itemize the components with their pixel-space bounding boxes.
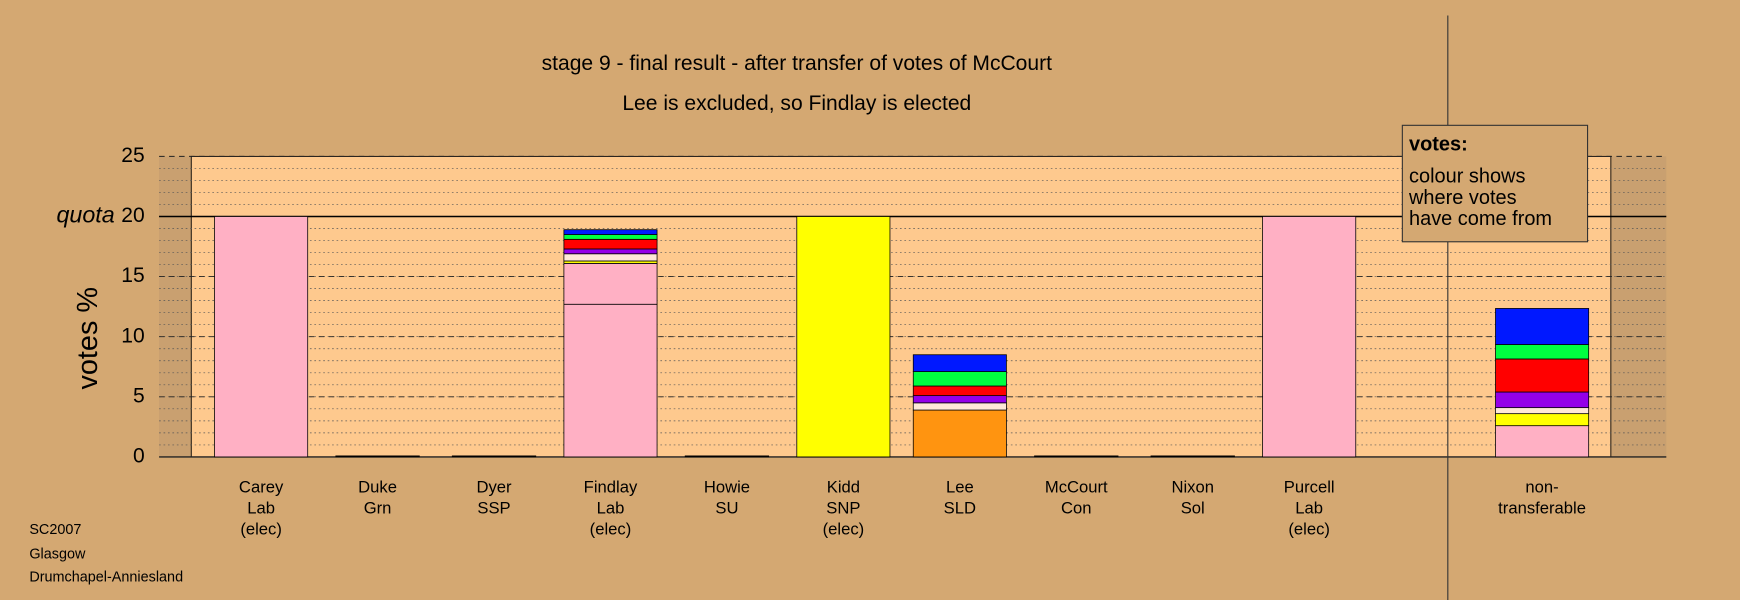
x-tick-label: Lab [597, 498, 625, 517]
bar-segment [563, 234, 658, 240]
legend-text: where votes [1408, 187, 1517, 209]
y-tick-label: 5 [133, 384, 145, 407]
chart-subtitle: Lee is excluded, so Findlay is elected [622, 92, 971, 115]
bar-segment [563, 238, 658, 250]
plot-area [190, 155, 1612, 458]
legend-text: have come from [1409, 208, 1552, 230]
x-tick-label: Kidd [827, 477, 860, 496]
legend-box [1401, 124, 1589, 243]
x-tick-label: Carey [239, 477, 284, 496]
bar-segment [1495, 358, 1590, 393]
y-tick-label: 25 [121, 144, 144, 167]
x-tick-label: (elec) [1288, 520, 1330, 539]
bar-segment [912, 409, 1007, 458]
x-tick-label: SSP [477, 498, 510, 517]
y-axis-label: votes % [72, 287, 104, 390]
legend-heading: votes: [1409, 134, 1468, 156]
x-tick-label: SU [715, 498, 738, 517]
x-tick-label: Duke [358, 477, 397, 496]
x-tick-label: Grn [364, 498, 392, 517]
y-tick-label: 15 [121, 264, 144, 287]
bar-segment [912, 385, 1007, 397]
quota-label: quota [56, 202, 114, 228]
x-tick-label: (elec) [240, 520, 282, 539]
x-tick-label: (elec) [823, 520, 865, 539]
y-tick-label: 10 [121, 324, 144, 347]
bar-segment [912, 395, 1007, 404]
bar-segment [912, 354, 1007, 372]
bar-segment [796, 216, 891, 458]
x-tick-label: Lab [1295, 498, 1323, 517]
legend-text: colour shows [1409, 166, 1525, 188]
bar-segment [1262, 216, 1357, 458]
bar-segment [912, 371, 1007, 387]
legend: votes: colour shows where votes have com… [1401, 124, 1589, 243]
x-tick-label: SLD [944, 498, 976, 517]
bar-segment [563, 253, 658, 262]
x-tick-label: transferable [1498, 498, 1586, 517]
x-tick-label: Lab [247, 498, 275, 517]
bar-segment [563, 262, 658, 305]
footer-text: Glasgow [29, 546, 86, 562]
x-tick-label: (elec) [590, 520, 632, 539]
bar-segment [1495, 413, 1590, 427]
x-tick-label: Dyer [476, 477, 512, 496]
x-tick-label: SNP [826, 498, 860, 517]
footer-text: Drumchapel-Anniesland [29, 570, 183, 586]
x-tick-label: Nixon [1171, 477, 1214, 496]
bar-segment [1495, 407, 1590, 415]
bar-segment [563, 229, 658, 235]
x-tick-label: Con [1061, 498, 1092, 517]
x-tick-label: non- [1525, 477, 1558, 496]
x-tick-label: Purcell [1284, 477, 1335, 496]
bar-segment [1495, 344, 1590, 360]
bar-segment [912, 402, 1007, 411]
bar-segment [1495, 308, 1590, 345]
chart-title: stage 9 - final result - after transfer … [542, 52, 1053, 75]
bar-segment [214, 216, 309, 458]
x-tick-label: Howie [704, 477, 750, 496]
bar-segment [563, 303, 658, 458]
x-tick-label: McCourt [1045, 477, 1108, 496]
bar-segment [563, 248, 658, 255]
bar-segment [1495, 425, 1590, 458]
bars [214, 216, 1590, 458]
bar-segment [1495, 391, 1590, 409]
y-tick-label: 0 [133, 444, 145, 467]
footer-text: SC2007 [29, 522, 81, 538]
x-tick-label: Sol [1181, 498, 1205, 517]
x-tick-label: Lee [946, 477, 974, 496]
y-tick-label: 20 [121, 204, 144, 227]
x-tick-label: Findlay [584, 477, 638, 496]
